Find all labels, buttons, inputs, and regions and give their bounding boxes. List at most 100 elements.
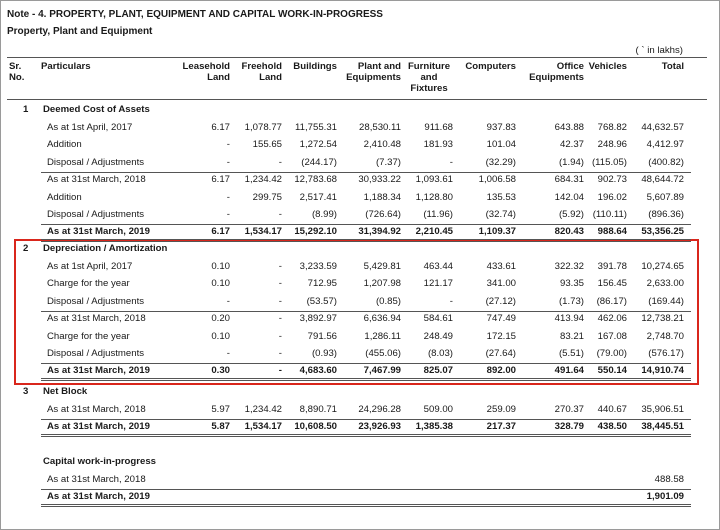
cell-value: 902.73 (597, 174, 627, 186)
row-rule (41, 239, 691, 241)
cell-value: 121.17 (423, 278, 453, 290)
cell-value: 155.65 (252, 139, 282, 151)
cell-value: 11,755.31 (295, 122, 337, 133)
row-label: Disposal / Adjustments (47, 209, 145, 220)
row-label: As at 31st March, 2018 (47, 313, 146, 325)
section-title: Net Block (43, 386, 88, 397)
cell-value: (86.17) (596, 295, 627, 307)
cell-value: (110.11) (592, 209, 627, 220)
cell-value: (32.29) (485, 156, 516, 168)
row-rule (41, 506, 691, 508)
col-header: Computers (465, 61, 516, 72)
col-header: Total (661, 61, 684, 72)
cell-value: 341.00 (486, 278, 516, 290)
cell-value: (244.17) (301, 156, 337, 168)
col-header: Vehicles (588, 61, 627, 72)
cell-value: 584.61 (423, 313, 453, 325)
cell-value: 988.64 (597, 226, 627, 238)
row-label: As at 1st April, 2017 (47, 261, 133, 272)
cell-value: 791.56 (307, 330, 337, 342)
cell-value: 4,412.97 (646, 139, 684, 151)
row-rule (41, 380, 691, 382)
header-rule-bottom (7, 99, 707, 100)
cell-value: 1,093.61 (415, 174, 453, 186)
cell-value: 413.94 (554, 313, 584, 325)
cell-value: 825.07 (423, 365, 453, 377)
cell-value: 8,890.71 (299, 404, 337, 415)
cell-value: - (278, 278, 282, 290)
cell-value: 1,534.17 (244, 421, 282, 433)
cell-value: - (449, 295, 453, 307)
cell-value: 1,286.11 (364, 330, 401, 342)
cell-value: 491.64 (554, 365, 584, 377)
cell-value: 1,188.34 (363, 191, 401, 203)
col-header: Office Equipments (529, 61, 584, 83)
cell-value: 712.95 (307, 278, 337, 290)
section-title: Capital work-in-progress (43, 456, 157, 467)
cell-value: 6.17 (211, 122, 230, 133)
row-label: As at 31st March, 2019 (47, 491, 150, 503)
cell-value: 509.00 (423, 404, 453, 415)
cell-value: 2,410.48 (363, 139, 401, 151)
cell-value: (576.17) (648, 348, 684, 359)
cell-value: 440.67 (597, 404, 627, 415)
cell-value: (7.37) (375, 156, 401, 168)
cell-value: - (226, 156, 230, 168)
row-rule (41, 436, 691, 438)
cell-value: 42.37 (559, 139, 584, 151)
cell-value: 248.49 (423, 330, 453, 342)
cell-value: 2,517.41 (299, 191, 337, 203)
cell-value: 643.88 (554, 122, 584, 133)
cell-value: (8.03) (427, 348, 453, 359)
row-label: As at 31st March, 2019 (47, 421, 150, 433)
cell-value: - (226, 139, 230, 151)
row-label: Charge for the year (47, 330, 130, 342)
cell-value: 1,234.42 (244, 174, 282, 186)
cell-value: (896.36) (648, 209, 684, 220)
cell-value: 322.32 (554, 261, 584, 272)
cell-value: 747.49 (486, 313, 516, 325)
unit-label: ( ` in lakhs) (635, 45, 683, 56)
cell-value: 1,207.98 (363, 278, 401, 290)
row-label: As at 1st April, 2017 (47, 122, 133, 133)
cell-value: 328.79 (554, 421, 584, 433)
cell-value: (5.92) (558, 209, 584, 220)
cell-value: 44,632.57 (641, 122, 684, 133)
row-label: Charge for the year (47, 278, 130, 290)
cell-value: (32.74) (485, 209, 516, 220)
cell-value: - (278, 295, 282, 307)
row-label: As at 31st March, 2018 (47, 174, 146, 186)
cell-value: 937.83 (486, 122, 516, 133)
cell-value: 23,926.93 (358, 421, 401, 433)
cell-value: 156.45 (597, 278, 627, 290)
sr-number: 1 (23, 104, 29, 115)
cell-value: 4,683.60 (299, 365, 337, 377)
cell-value: 142.04 (554, 191, 584, 203)
cell-value: 1,128.80 (415, 191, 453, 203)
cell-value: (8.99) (311, 209, 337, 220)
cell-value: 0.10 (211, 278, 230, 290)
cell-value: 0.20 (211, 313, 230, 325)
cell-value: - (278, 348, 282, 359)
cell-value: 550.14 (597, 365, 627, 377)
cell-value: (1.94) (558, 156, 584, 168)
cell-value: 181.93 (423, 139, 453, 151)
cell-value: 768.82 (597, 122, 627, 133)
cell-value: 1,385.38 (415, 421, 453, 433)
cell-value: 463.44 (423, 261, 453, 272)
row-rule (41, 172, 691, 174)
cell-value: (400.82) (648, 156, 684, 168)
sr-number: 2 (23, 243, 29, 254)
cell-value: 259.09 (486, 404, 516, 415)
col-header: Buildings (293, 61, 337, 72)
note-title: Note - 4. PROPERTY, PLANT, EQUIPMENT AND… (7, 9, 383, 20)
cell-value: - (278, 313, 282, 325)
row-label: As at 31st March, 2018 (47, 404, 146, 415)
cell-value: 1,234.42 (244, 404, 282, 415)
section-title: Deemed Cost of Assets (43, 104, 150, 115)
cell-value: 0.10 (211, 330, 230, 342)
cell-value: 28,530.11 (359, 122, 401, 133)
cell-value: 12,783.68 (294, 174, 337, 186)
cell-value: (53.57) (306, 295, 337, 307)
cell-value: 6,636.94 (363, 313, 401, 325)
